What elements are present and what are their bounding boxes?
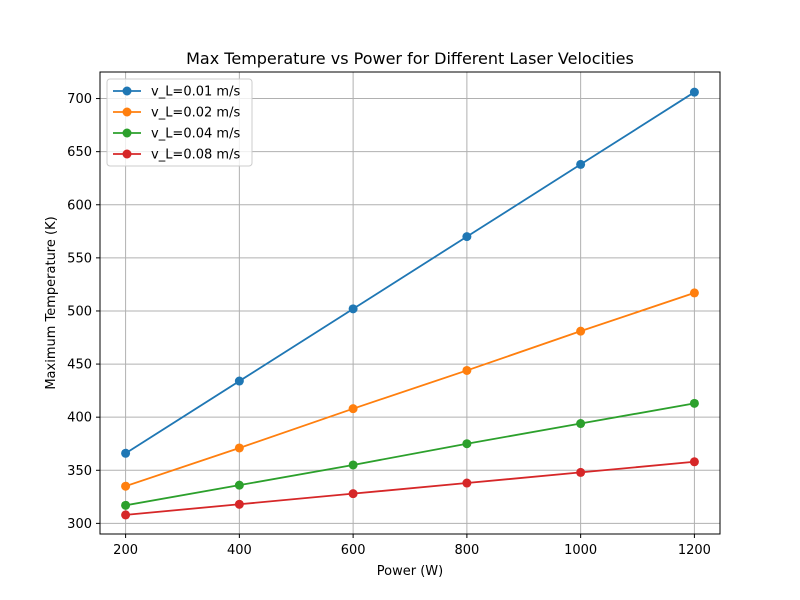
- legend-box: [106, 78, 253, 167]
- legend-label: v_L=0.08 m/s: [151, 148, 240, 163]
- legend-label: v_L=0.01 m/s: [151, 85, 240, 100]
- data-point: [234, 499, 244, 509]
- legend-label: v_L=0.04 m/s: [151, 127, 240, 142]
- data-point: [576, 159, 586, 169]
- data-point: [462, 439, 472, 449]
- chart-title: Max Temperature vs Power for Different L…: [186, 49, 634, 68]
- x-tick-label: 600: [341, 543, 366, 558]
- series-4: [121, 457, 699, 520]
- legend-label: v_L=0.02 m/s: [151, 106, 240, 121]
- legend-swatch-marker: [122, 107, 132, 117]
- y-tick-label: 600: [67, 198, 92, 213]
- series-line: [125, 292, 695, 488]
- data-point: [348, 460, 358, 470]
- data-point: [689, 398, 699, 408]
- y-tick-label: 500: [67, 304, 92, 319]
- y-axis-ticks: 300 350 400 450 500 550 600 650 700: [67, 92, 100, 532]
- legend-item: v_L=0.01 m/s: [113, 85, 240, 100]
- x-tick-label: 800: [454, 543, 479, 558]
- data-point: [689, 87, 699, 97]
- x-tick-label: 400: [227, 543, 252, 558]
- legend-swatch-marker: [122, 86, 132, 96]
- legend-swatch-marker: [122, 149, 132, 159]
- data-point: [121, 481, 131, 491]
- plot-area-frame: [99, 71, 721, 535]
- x-tick-label: 200: [113, 543, 138, 558]
- x-axis-ticks: 200 400 600 800 1000 1200: [113, 534, 711, 558]
- data-point: [121, 510, 131, 520]
- legend: v_L=0.01 m/s v_L=0.02 m/s v_L=0.04 m/s v_L=…: [106, 78, 253, 167]
- data-point: [576, 419, 586, 429]
- x-tick-label: 1200: [678, 543, 711, 558]
- series-line: [125, 460, 695, 516]
- series-2: [121, 288, 699, 491]
- legend-item: v_L=0.02 m/s: [113, 106, 240, 121]
- data-point: [348, 304, 358, 314]
- data-point: [348, 489, 358, 499]
- x-tick-label: 1000: [564, 543, 597, 558]
- data-point: [121, 500, 131, 510]
- data-point: [462, 232, 472, 242]
- data-point: [234, 443, 244, 453]
- data-point: [689, 457, 699, 467]
- data-point: [348, 404, 358, 414]
- series-layer: [121, 87, 699, 520]
- y-tick-label: 450: [67, 358, 92, 373]
- y-tick-label: 550: [67, 251, 92, 266]
- data-point: [234, 480, 244, 490]
- data-point: [689, 288, 699, 298]
- series-line: [125, 402, 695, 507]
- data-point: [234, 376, 244, 386]
- y-tick-label: 700: [67, 92, 92, 107]
- data-point: [462, 365, 472, 375]
- y-tick-label: 300: [67, 517, 92, 532]
- data-point: [576, 467, 586, 477]
- legend-item: v_L=0.08 m/s: [113, 148, 240, 163]
- x-axis-label: Power (W): [377, 564, 443, 579]
- series-3: [121, 398, 699, 510]
- legend-swatch-marker: [122, 128, 132, 138]
- data-point: [462, 478, 472, 488]
- y-tick-label: 650: [67, 145, 92, 160]
- data-point: [121, 448, 131, 458]
- y-tick-label: 350: [67, 464, 92, 479]
- series-1: [121, 87, 699, 458]
- y-axis-label: Maximum Temperature (K): [44, 216, 59, 389]
- data-point: [576, 326, 586, 336]
- grid: [100, 72, 720, 534]
- legend-item: v_L=0.04 m/s: [113, 127, 240, 142]
- series-line: [125, 91, 695, 455]
- y-tick-label: 400: [67, 411, 92, 426]
